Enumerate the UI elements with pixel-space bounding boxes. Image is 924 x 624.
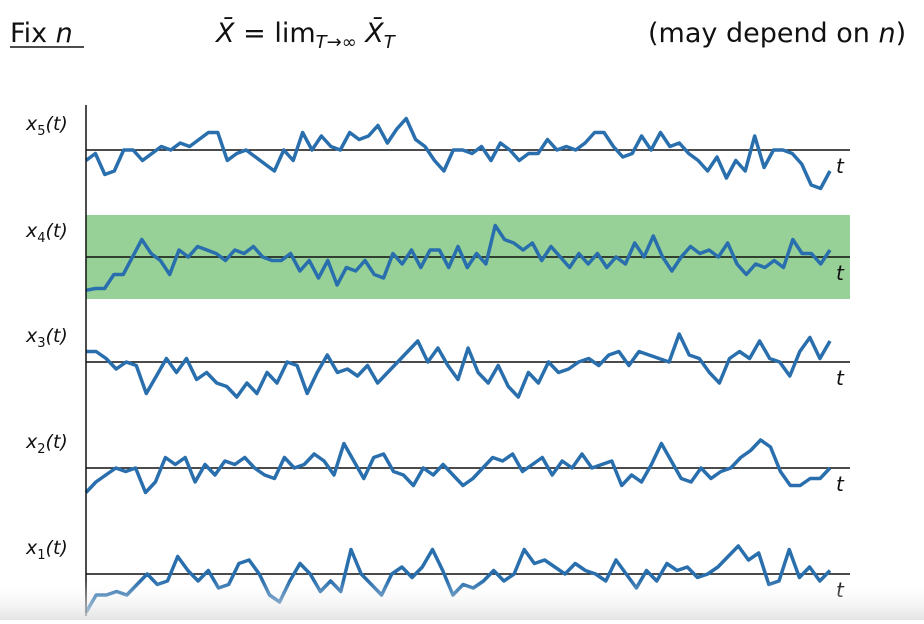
label-index: 4 [37,231,45,246]
series-label: x2(t) [25,431,68,457]
series-label: x1(t) [25,537,68,563]
label-var: x [25,220,38,242]
label-arg: (t) [46,325,68,347]
formula-rhs-sub: T [384,32,397,53]
series-line [84,438,832,495]
label-index: 2 [37,442,45,457]
time-axis-label: t [836,261,845,285]
label-var: x [25,113,38,135]
series-line [85,223,832,293]
formula-eq: = [243,18,266,49]
time-axis-label: t [836,366,845,390]
formula-lhs: X̄ [214,17,235,49]
series-label: x4(t) [25,220,68,246]
formula-rhs: X̄ [363,17,384,49]
series-label: x5(t) [25,113,68,139]
label-arg: (t) [46,431,68,453]
note-var: n [879,18,896,49]
label-var: x [25,431,38,453]
label-index: 1 [37,548,45,563]
label-arg: (t) [46,220,68,242]
series-line [84,116,832,191]
time-axis-label: t [836,154,845,178]
label-arg: (t) [46,113,68,135]
series-line [86,332,832,399]
label-var: x [25,537,38,559]
formula-lim: lim [274,18,315,49]
formula-lim-sub: T→∞ [316,32,357,53]
fix-var: n [56,18,73,49]
fix-label: Fix n [10,18,73,49]
note-close: ) [896,18,907,49]
note: (may depend on n) [648,18,906,49]
label-arg: (t) [46,537,68,559]
note-text: (may depend on [648,18,879,49]
label-index: 5 [37,124,45,139]
bottom-fade [0,580,924,620]
label-index: 3 [37,336,45,351]
label-var: x [25,325,38,347]
series-label: x3(t) [25,325,68,351]
panels: x5(t)tx4(t)tx3(t)tx2(t)tx1(t)t [25,113,850,614]
fix-word: Fix [10,18,47,49]
time-axis-label: t [836,472,845,496]
formula: X̄ = limT→∞ X̄T [214,17,397,53]
